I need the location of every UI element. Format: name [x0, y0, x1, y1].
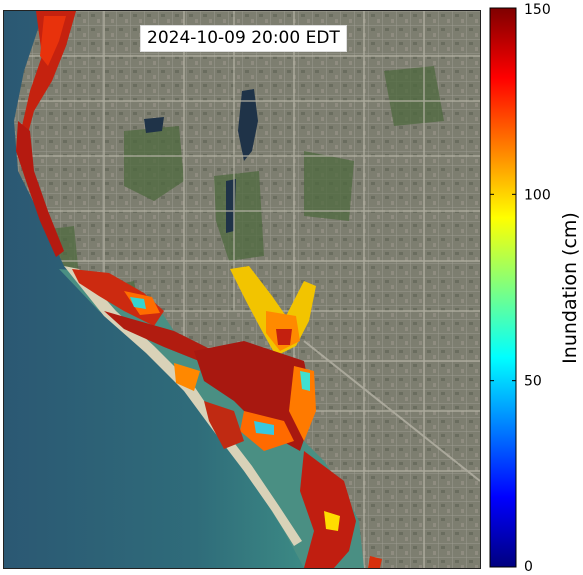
inundation-overlay: [16, 11, 382, 568]
lakes: [144, 89, 258, 233]
colorbar-ticks: 0 50 100 150: [490, 2, 551, 575]
colorbar-tick-label: 0: [524, 559, 533, 575]
colorbar-tick-label: 100: [524, 187, 551, 203]
map-canvas: [4, 11, 480, 568]
inundation-map[interactable]: 2024-10-09 20:00 EDT: [3, 10, 481, 569]
colorbar-gradient: [489, 7, 517, 568]
barrier-island: [64, 266, 302, 546]
colorbar-tick-label: 150: [524, 2, 551, 18]
gulf-water: [4, 11, 324, 568]
timestamp-label: 2024-10-09 20:00 EDT: [140, 25, 347, 52]
colorbar-tick-label: 50: [524, 374, 542, 390]
colorbar: 0 50 100 150 Inundation (cm): [489, 2, 581, 575]
colorbar-title: Inundation (cm): [559, 212, 581, 364]
